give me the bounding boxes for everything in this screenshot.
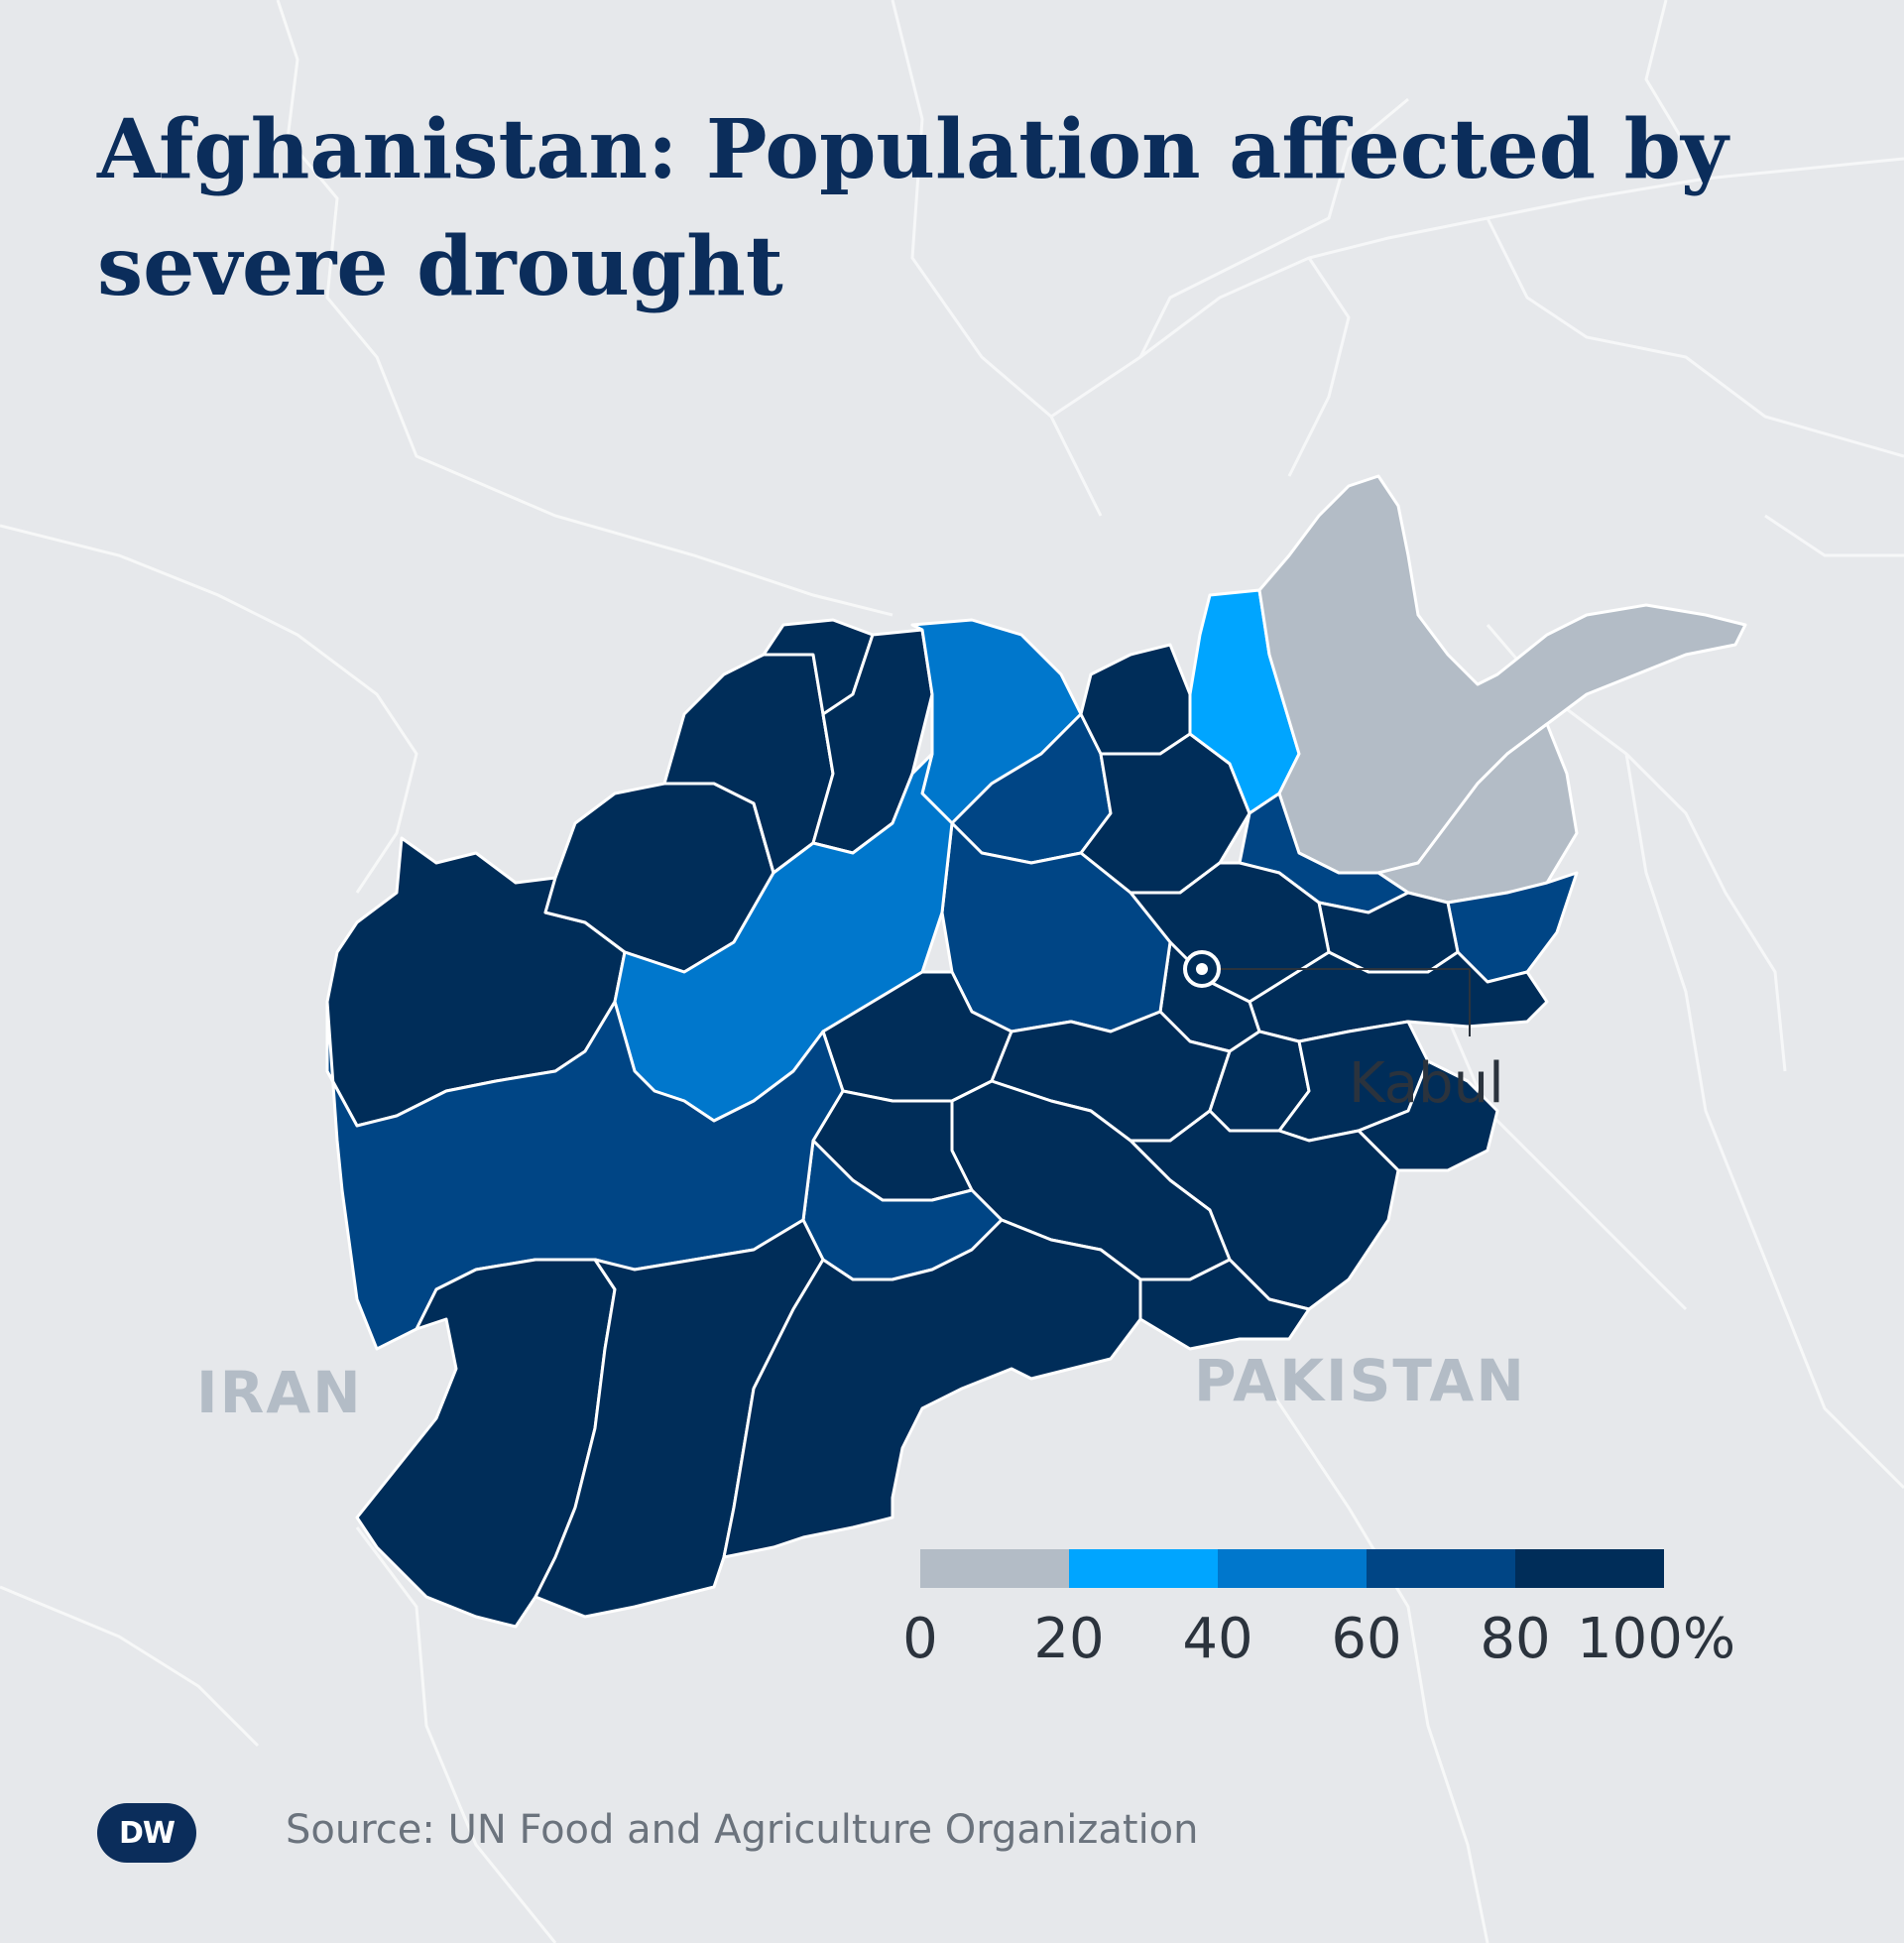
province-paktika-south [1138,1258,1311,1351]
legend-swatch-80-100 [1515,1549,1664,1588]
legend-swatch-0-20 [920,1549,1069,1588]
legend-tick-20: 20 [1033,1607,1105,1671]
kabul-marker [1183,950,1471,1036]
legend-tick-100: 100% [1576,1607,1736,1671]
legend-tick-40: 40 [1182,1607,1253,1671]
legend-ticks: 0 20 40 60 80 100% [0,1607,1904,1686]
label-pakistan: PAKISTAN [1194,1347,1526,1414]
label-kabul: Kabul [1349,1051,1504,1116]
province-khost [1357,1059,1499,1172]
source-text: Source: UN Food and Agriculture Organiza… [286,1807,1199,1853]
label-iran: IRAN [196,1359,363,1426]
legend-tick-60: 60 [1331,1607,1402,1671]
legend-bar [920,1549,1664,1588]
province-kunduz [1079,643,1192,756]
legend-swatch-40-60 [1218,1549,1367,1588]
province-kandahar [722,1218,1142,1559]
legend-tick-0: 0 [902,1607,938,1671]
legend-tick-80: 80 [1480,1607,1551,1671]
afghanistan-provinces [325,474,1747,1629]
legend-swatch-20-40 [1069,1549,1218,1588]
dw-logo: DW [97,1803,196,1863]
map-title: Afghanistan: Population affected by seve… [97,102,1728,314]
legend-swatch-60-80 [1367,1549,1515,1588]
